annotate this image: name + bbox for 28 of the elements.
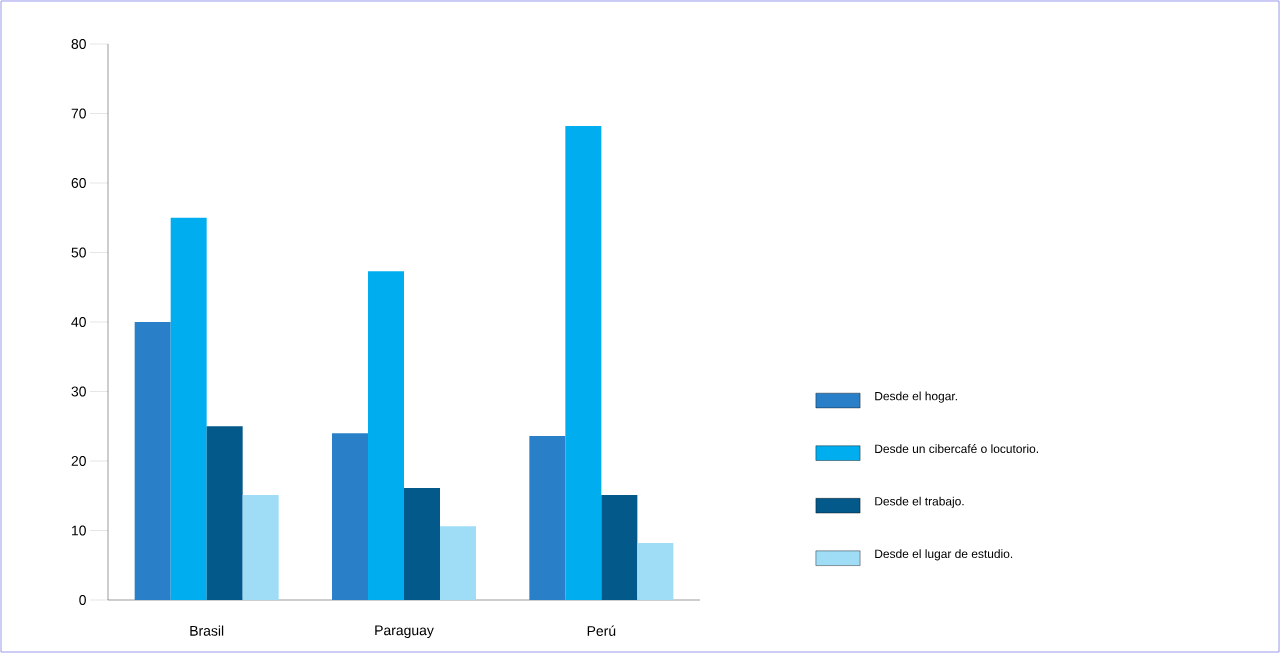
bar (170, 217, 207, 600)
bar (206, 426, 243, 600)
y-tick-label: 60 (71, 178, 86, 188)
y-tick-label: 20 (71, 456, 86, 466)
bar (404, 488, 440, 600)
bar (529, 435, 566, 600)
y-tick-label: 30 (71, 386, 86, 397)
bar (242, 495, 279, 600)
x-tick-label: Paraguay (375, 625, 434, 639)
bar (601, 495, 638, 600)
bar (134, 322, 171, 600)
legend-label: Desde el hogar. (875, 391, 957, 403)
bar (332, 433, 368, 600)
y-tick-label: 50 (71, 247, 86, 258)
x-tick-label: Perú (587, 625, 616, 636)
y-tick-label: 0 (79, 595, 86, 605)
x-tick-label: Brasil (190, 625, 224, 636)
legend-label: Desde un cibercafé o locutorio. (875, 444, 1038, 454)
bar (565, 126, 602, 600)
y-tick-label: 80 (71, 39, 86, 49)
legend-label: Desde el lugar de estudio. (875, 549, 1013, 561)
y-tick-label: 40 (71, 317, 86, 327)
bar (368, 271, 404, 600)
legend-label: Desde el trabajo. (875, 496, 964, 508)
bar (440, 526, 476, 600)
y-tick-label: 10 (72, 525, 86, 536)
y-tick-label: 70 (71, 108, 86, 119)
bar (637, 543, 674, 600)
